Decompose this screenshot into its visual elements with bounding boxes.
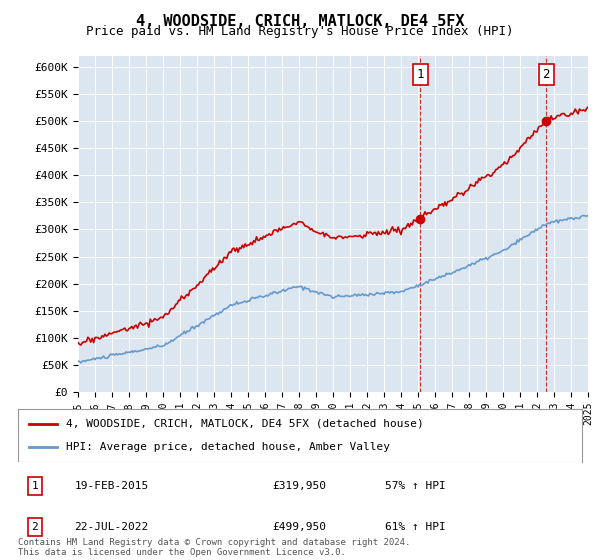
Text: 2: 2 bbox=[542, 68, 550, 81]
Text: 4, WOODSIDE, CRICH, MATLOCK, DE4 5FX (detached house): 4, WOODSIDE, CRICH, MATLOCK, DE4 5FX (de… bbox=[66, 419, 424, 429]
Text: 61% ↑ HPI: 61% ↑ HPI bbox=[385, 522, 445, 532]
Text: 2: 2 bbox=[32, 522, 38, 532]
Text: HPI: Average price, detached house, Amber Valley: HPI: Average price, detached house, Ambe… bbox=[66, 442, 390, 452]
Text: 57% ↑ HPI: 57% ↑ HPI bbox=[385, 481, 445, 491]
Text: 19-FEB-2015: 19-FEB-2015 bbox=[74, 481, 149, 491]
Text: Price paid vs. HM Land Registry's House Price Index (HPI): Price paid vs. HM Land Registry's House … bbox=[86, 25, 514, 38]
Text: 1: 1 bbox=[416, 68, 424, 81]
Text: 22-JUL-2022: 22-JUL-2022 bbox=[74, 522, 149, 532]
Text: £499,950: £499,950 bbox=[272, 522, 326, 532]
Text: £319,950: £319,950 bbox=[272, 481, 326, 491]
Text: 4, WOODSIDE, CRICH, MATLOCK, DE4 5FX: 4, WOODSIDE, CRICH, MATLOCK, DE4 5FX bbox=[136, 14, 464, 29]
Text: 1: 1 bbox=[32, 481, 38, 491]
Text: Contains HM Land Registry data © Crown copyright and database right 2024.
This d: Contains HM Land Registry data © Crown c… bbox=[18, 538, 410, 557]
